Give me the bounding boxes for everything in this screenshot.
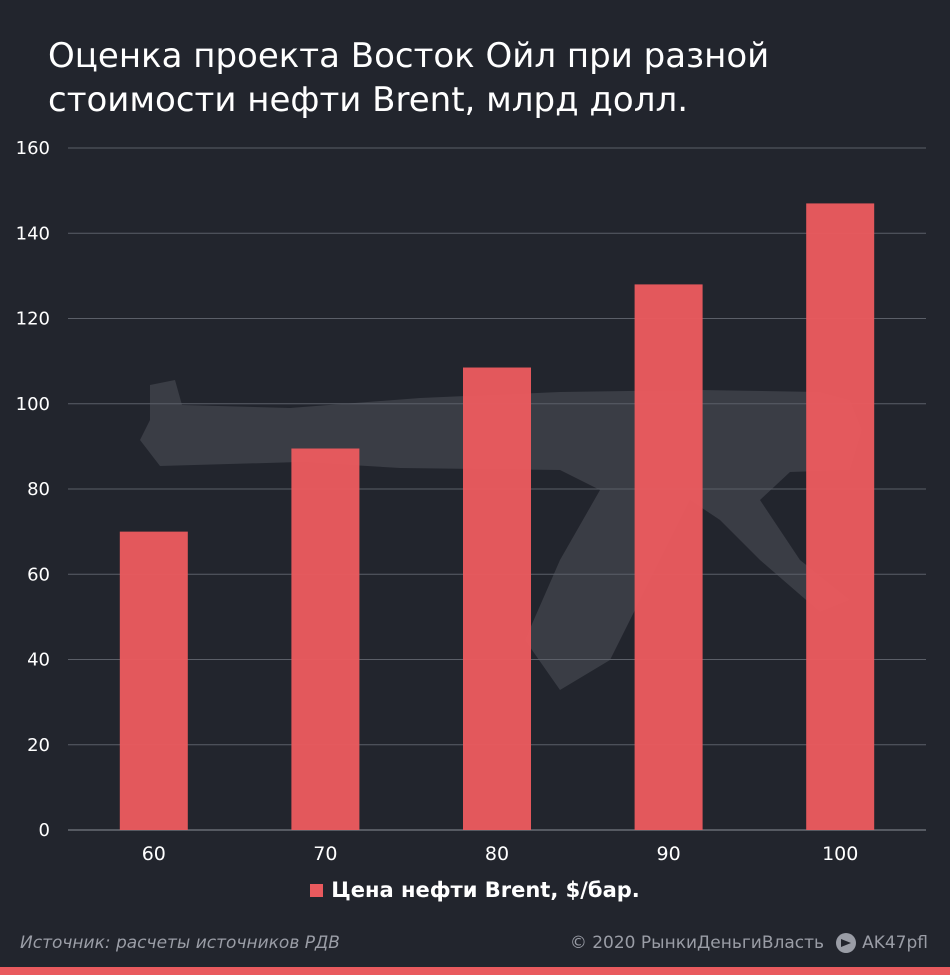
bar-90 [634,284,703,830]
telegram-icon [836,933,857,953]
bars [119,203,875,831]
channel-name: AK47pfl [862,933,928,953]
copyright-text: © 2020 РынкиДеньгиВласть [569,933,825,953]
bar-70 [291,448,360,830]
footer-credits: © 2020 РынкиДеньгиВласть AK47pfl [570,933,928,953]
legend-label: Цена нефти Brent, $/бар. [331,878,640,902]
legend: Цена нефти Brent, $/бар. [0,878,950,902]
y-tick-label: 140 [16,223,50,244]
x-tick-label: 100 [822,843,858,865]
x-tick-label: 90 [657,843,681,865]
y-tick-label: 100 [16,394,50,415]
x-tick-label: 80 [485,843,509,865]
bottom-accent-strip [0,967,950,975]
y-tick-label: 0 [39,820,50,841]
bar-100 [806,203,875,831]
y-tick-label: 20 [27,735,50,756]
x-axis-ticks: 60 70 80 90 100 [142,843,859,865]
y-tick-label: 40 [27,650,50,671]
y-tick-label: 80 [27,479,50,500]
legend-swatch [310,883,324,897]
x-tick-label: 60 [142,843,166,865]
y-tick-label: 60 [27,564,50,585]
x-tick-label: 70 [313,843,337,865]
bar-60 [119,531,188,830]
y-tick-label: 160 [16,138,50,159]
y-axis-ticks: 0 20 40 60 80 100 120 140 160 [16,138,50,841]
chart-title: Оценка проекта Восток Ойл при разной сто… [48,36,770,120]
y-tick-label: 120 [16,309,50,330]
source-note: Источник: расчеты источников РДВ [20,933,340,953]
bar-80 [463,367,531,830]
